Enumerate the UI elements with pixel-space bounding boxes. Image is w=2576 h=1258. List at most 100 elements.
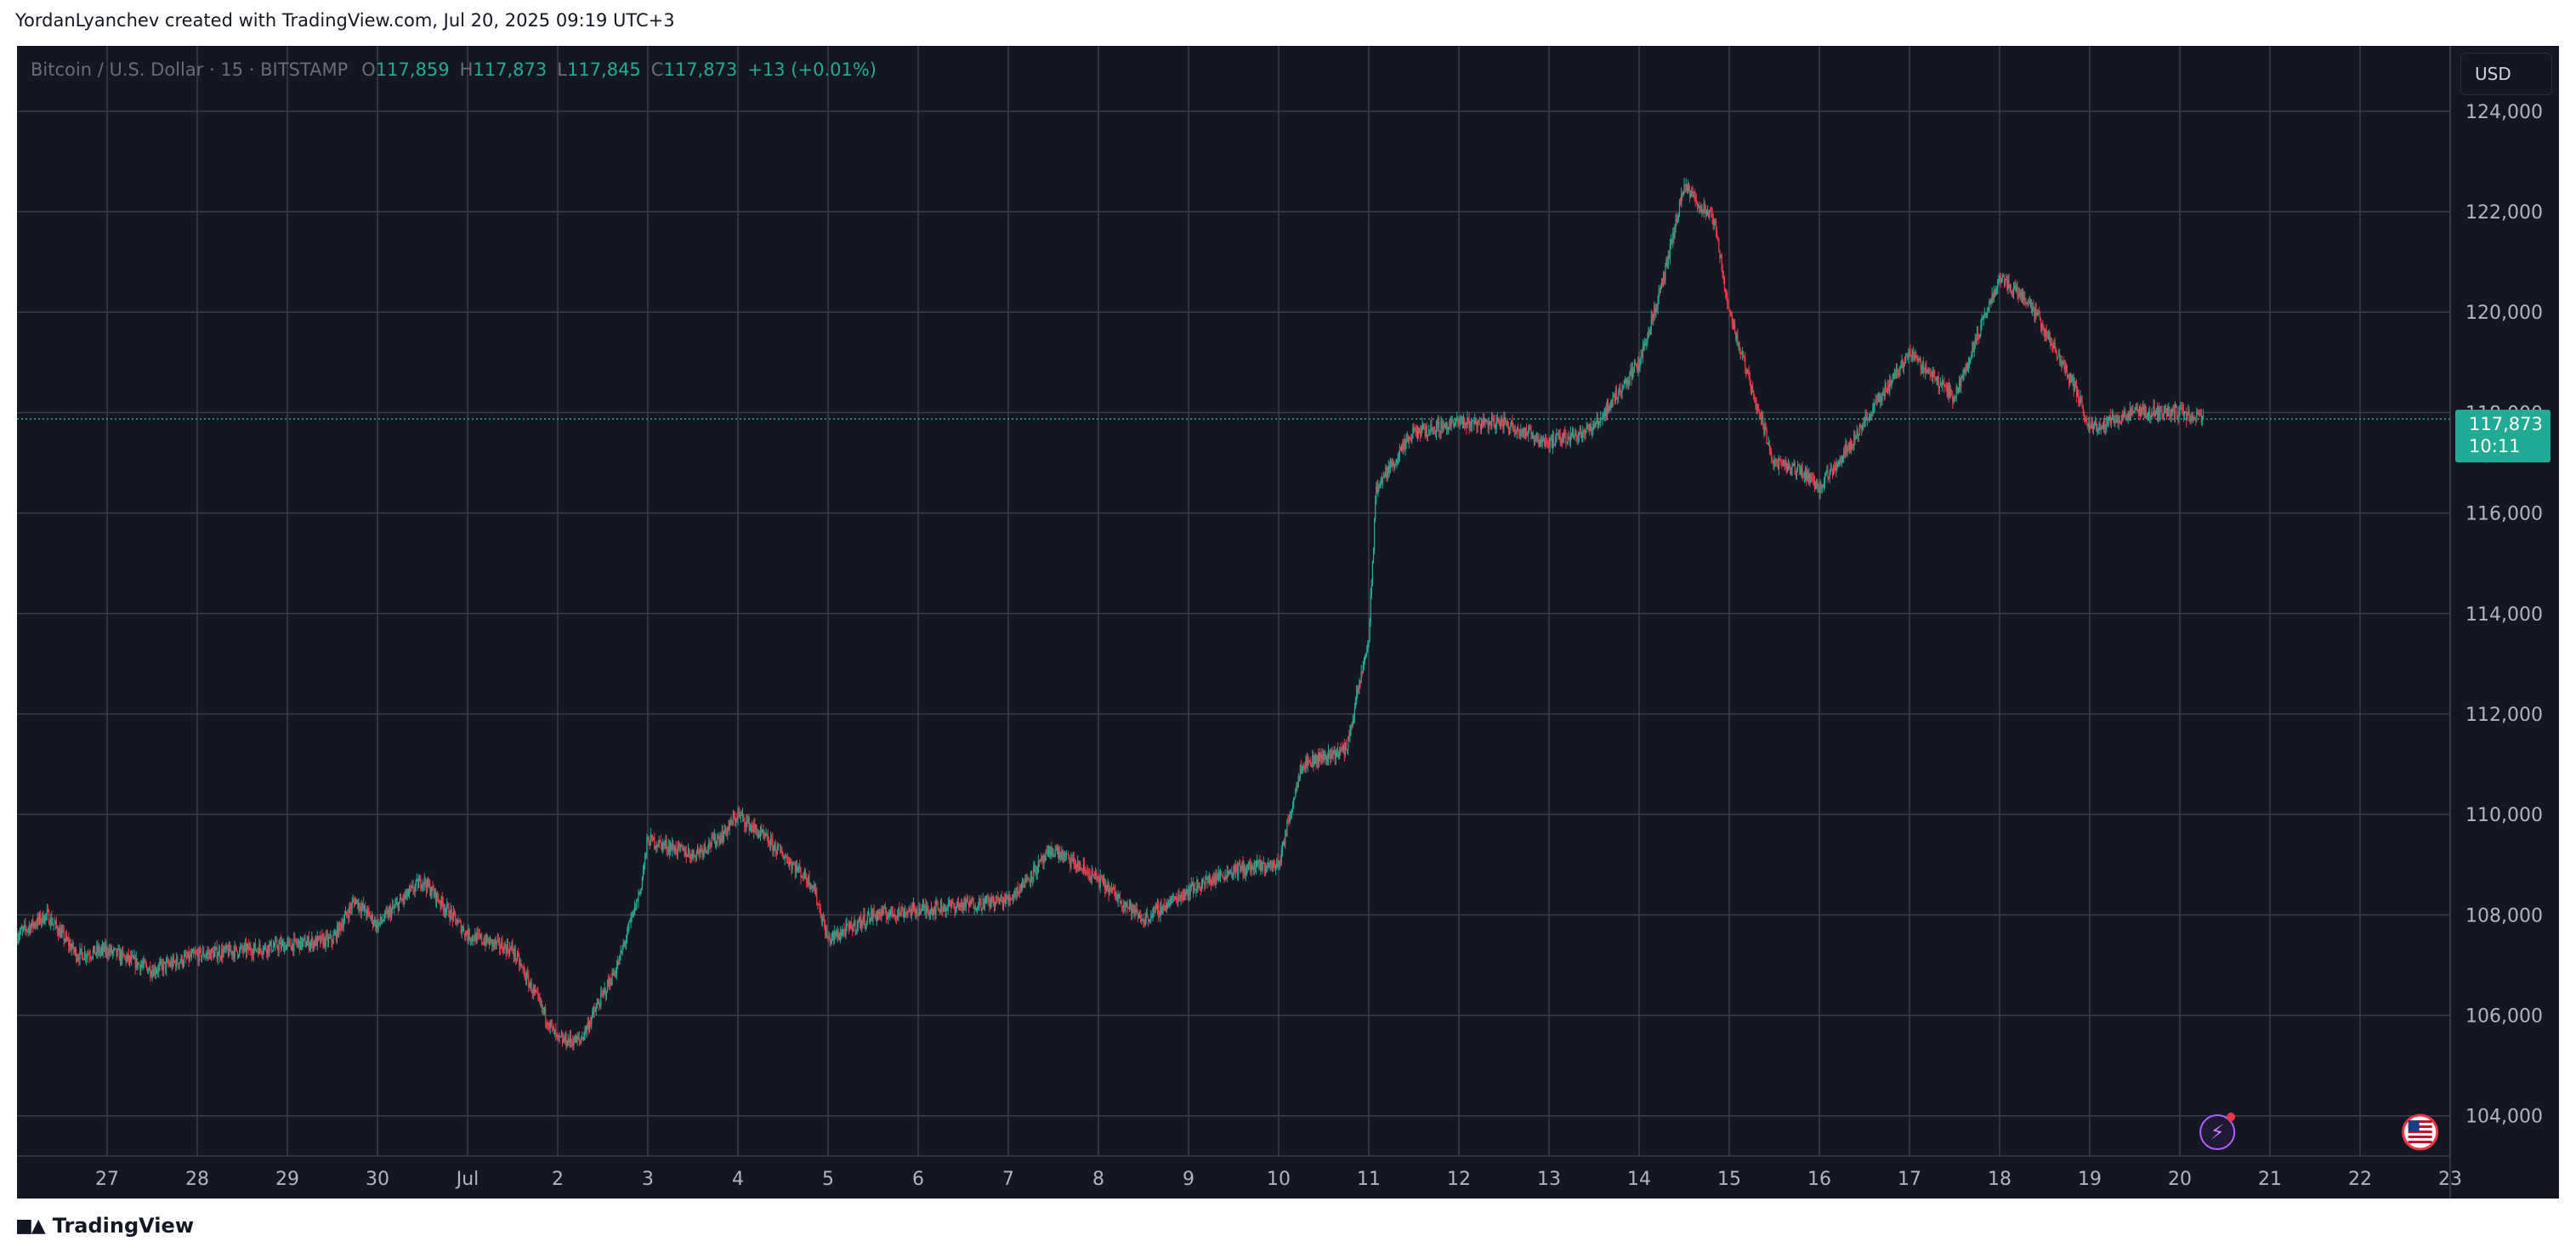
candle-body	[1325, 754, 1326, 760]
candle-body	[380, 916, 383, 921]
time-axis-tick-label: 17	[1898, 1169, 1921, 1190]
candle-body	[2045, 330, 2046, 336]
candle-body	[972, 898, 973, 902]
candle-body	[772, 839, 774, 851]
candle-body	[394, 904, 396, 907]
candle-body	[819, 904, 820, 909]
candle-body	[2160, 409, 2162, 411]
chart-panel[interactable]: 104,000 106,000 108,000 110,000 112,000 114,0…	[17, 46, 2559, 1198]
candle-body	[1747, 370, 1749, 372]
candle-body	[892, 911, 894, 917]
candle-body	[1344, 743, 1346, 756]
candle-body	[651, 835, 654, 841]
candle-body	[1928, 368, 1930, 374]
candle-body	[1523, 428, 1524, 432]
candle-body	[937, 904, 939, 909]
candle-body	[1885, 384, 1887, 391]
candle-body	[1497, 417, 1499, 421]
candle-body	[1119, 893, 1121, 904]
candle-body	[2051, 343, 2053, 347]
candle-body	[896, 916, 898, 918]
candle-body	[262, 951, 264, 955]
candle-body	[1088, 873, 1090, 876]
candle-body	[1624, 378, 1626, 381]
currency-button[interactable]: USD	[2460, 53, 2552, 95]
candle-body	[2011, 291, 2014, 294]
candle-body	[331, 935, 332, 942]
candle-body	[258, 944, 260, 955]
candle-body	[1107, 883, 1109, 889]
candle-body	[1655, 307, 1657, 314]
candle-body	[1189, 887, 1190, 895]
legend-symbol[interactable]: Bitcoin / U.S. Dollar · 15 · BITSTAMP	[31, 60, 349, 80]
candle-body	[964, 898, 966, 908]
candle-body	[1685, 184, 1687, 186]
candle-body	[2163, 411, 2165, 419]
candle-body	[700, 848, 701, 854]
candle-body	[941, 902, 943, 912]
candle-body	[821, 919, 823, 921]
candle-body	[744, 818, 746, 825]
candle-body	[1294, 796, 1296, 800]
candle-body	[817, 903, 819, 905]
candle-body	[1336, 749, 1338, 752]
candle-body	[56, 926, 59, 932]
candle-body	[1853, 432, 1855, 445]
candle-body	[956, 906, 957, 908]
candle-body	[1269, 860, 1271, 865]
candle-body	[369, 913, 371, 919]
candle-body	[803, 877, 804, 879]
candle-body	[360, 909, 361, 912]
candle-body	[924, 904, 926, 909]
candle-body	[1826, 470, 1828, 473]
candle-body	[363, 905, 366, 910]
candle-body	[657, 846, 659, 847]
candle-body	[2162, 416, 2164, 419]
candle-body	[214, 949, 216, 952]
candle-body	[1548, 443, 1550, 449]
candle-body	[878, 911, 880, 916]
candle-body	[1370, 594, 1371, 622]
candle-body	[567, 1039, 569, 1046]
candle-body	[209, 951, 212, 960]
candle-body	[780, 851, 782, 853]
candle-body	[1936, 379, 1938, 381]
candle-body	[999, 899, 1001, 904]
candle-body	[237, 955, 240, 957]
candle-body	[1666, 259, 1668, 267]
candle-body	[1536, 436, 1538, 439]
candle-body	[1136, 909, 1138, 914]
candle-body	[396, 902, 398, 904]
legend-open-value: 117,859	[375, 60, 450, 80]
candle-body	[2126, 419, 2128, 421]
candle-body	[1239, 863, 1240, 864]
candle-body	[406, 889, 408, 897]
candle-body	[20, 928, 23, 930]
candle-body	[1569, 433, 1571, 443]
candle-body	[905, 911, 907, 914]
candle-body	[1648, 329, 1650, 334]
candle-body	[1980, 325, 1982, 335]
last-price-tag: 117,873 10:11	[2455, 410, 2550, 462]
candle-body	[2128, 412, 2130, 421]
candle-body	[1093, 874, 1096, 876]
candle-body	[2174, 407, 2176, 420]
candle-body	[1442, 426, 1444, 430]
price-chart[interactable]: 104,000106,000108,000110,000112,000114,0…	[17, 46, 2559, 1198]
candle-body	[1538, 436, 1540, 445]
candle-body	[1496, 417, 1498, 422]
footer-brand[interactable]: ■▲ TradingView	[15, 1214, 194, 1238]
candle-body	[1001, 894, 1002, 900]
candle-body	[2122, 414, 2124, 419]
candle-body	[1312, 755, 1314, 767]
candle-body	[1121, 901, 1123, 907]
candle-body	[1753, 390, 1755, 400]
candle-body	[1109, 888, 1110, 895]
candle-body	[1736, 335, 1738, 340]
candle-body	[1614, 395, 1615, 401]
candle-body	[156, 971, 158, 972]
candle-body	[1059, 852, 1061, 858]
candle-body	[998, 900, 1000, 904]
candle-body	[1969, 360, 1971, 364]
candle-body	[112, 951, 114, 954]
